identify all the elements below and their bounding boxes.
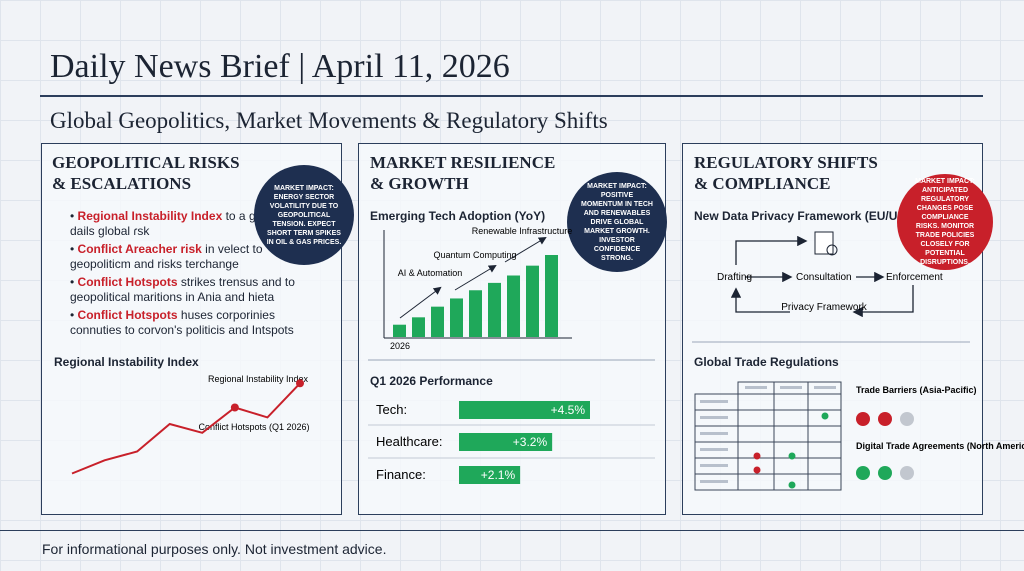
bar [450, 298, 463, 337]
search-icon [826, 244, 838, 256]
bar [469, 290, 482, 337]
bullet: • Conflict Areacher risk in velect to ge… [70, 242, 263, 271]
impact-badge: MARKET IMPACT: POSITIVE MOMENTUM IN TECH… [567, 172, 667, 272]
arrow [454, 264, 497, 291]
title: Daily News Brief | April 11, 2026 [50, 48, 510, 85]
bar [431, 306, 444, 337]
arrow [735, 235, 808, 265]
bar [393, 324, 406, 337]
category-label: Healthcare: [376, 434, 442, 449]
flow-node: Enforcement [886, 272, 943, 283]
point [296, 379, 304, 388]
panel: REGULATORY SHIFTS & COMPLIANCE New Data P… [682, 143, 983, 515]
flow-node: Consultation [796, 272, 852, 283]
chart-title: Regional Instability Index [54, 355, 199, 369]
x-label: 2026 [390, 341, 410, 351]
bar [459, 401, 590, 419]
category-label: Tech: [376, 402, 407, 417]
annotation: Regional Instability Index [208, 374, 309, 384]
panel-title: MARKET RESILIENCE & GROWTH [370, 153, 556, 193]
bar [412, 317, 425, 337]
section-title: Global Trade Regulations [694, 355, 839, 369]
arrow [730, 287, 790, 313]
bar [488, 282, 501, 337]
bar [507, 275, 520, 337]
rule [40, 95, 983, 97]
panel-title: GEOPOLITICAL RISKS & ESCALATIONS [52, 153, 240, 193]
table [694, 381, 842, 491]
annotation: Renewable Infrastructure [472, 226, 573, 236]
bar [459, 466, 521, 484]
arrow [504, 236, 547, 263]
flow-node: Privacy Framework [781, 302, 868, 313]
impact-badge: MARKET IMPACT: ENERGY SECTOR VOLATILITY … [254, 165, 354, 265]
subtitle: Global Geopolitics, Market Movements & R… [50, 108, 608, 133]
point [230, 403, 239, 412]
category-label: Finance: [376, 467, 426, 482]
value-label: +3.2% [513, 435, 548, 449]
rule [0, 530, 1024, 531]
annotation: Conflict Hotspots (Q1 2026) [198, 422, 309, 432]
value-label: +2.1% [481, 468, 516, 482]
line [71, 382, 301, 475]
bar [459, 433, 553, 451]
legend-label: Digital Trade Agreements (North America) [856, 441, 1024, 451]
document-icon [814, 231, 834, 255]
legend-label: Trade Barriers (Asia-Pacific) [856, 385, 977, 395]
bullet: • Conflict Hotspots strikes trensus and … [70, 275, 295, 304]
annotation: AI & Automation [398, 268, 463, 278]
value-label: +4.5% [551, 403, 586, 417]
bullet: • Conflict Hotspots huses corporinies co… [70, 308, 294, 337]
bar [526, 265, 539, 337]
panel-title: REGULATORY SHIFTS & COMPLIANCE [694, 153, 878, 193]
flow-title: New Data Privacy Framework (EU/US) [694, 209, 910, 223]
footer: For informational purposes only. Not inv… [42, 541, 387, 557]
bar [545, 255, 558, 337]
impact-badge: MARKET IMPACT: ANTICIPATED REGULATORY CH… [897, 174, 993, 270]
chart-title: Q1 2026 Performance [370, 374, 493, 388]
flow-node: Drafting [717, 272, 752, 283]
chart-title: Emerging Tech Adoption (YoY) [370, 209, 546, 223]
annotation: Quantum Computing [433, 250, 516, 260]
arrow [852, 285, 914, 318]
arrow [399, 286, 442, 319]
